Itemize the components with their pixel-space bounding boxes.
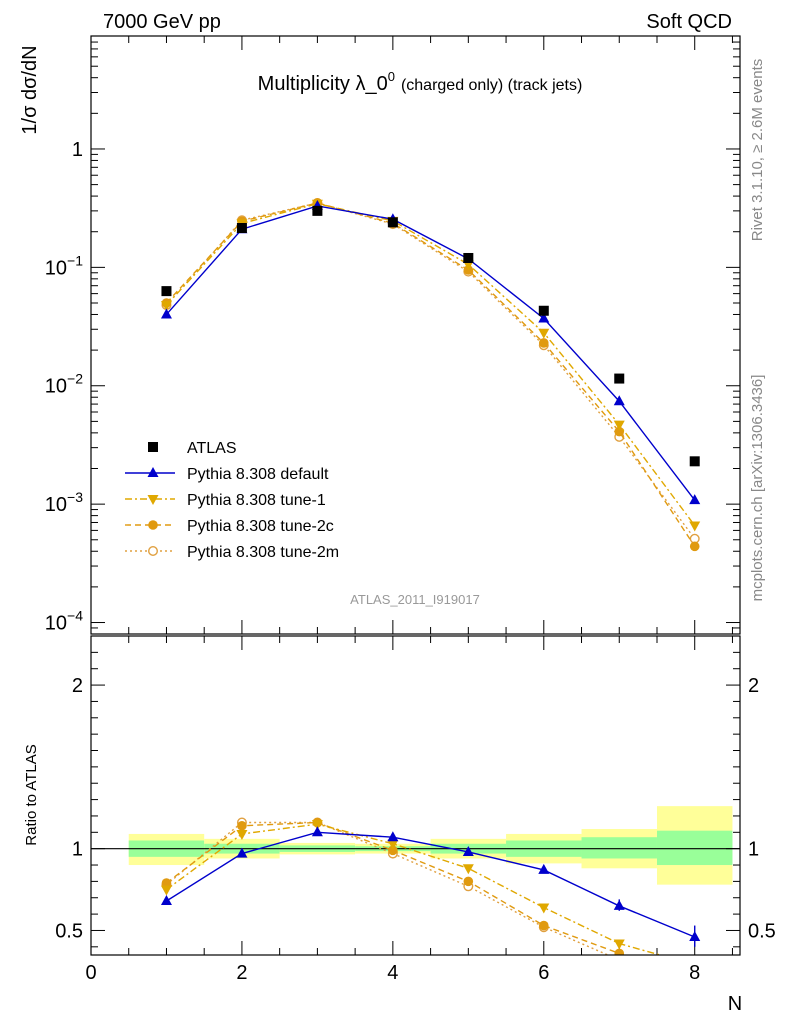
main-series-line bbox=[165, 202, 696, 526]
main-y-tick-label: 10−4 bbox=[45, 608, 83, 635]
ratio-y-tick-label-right: 2 bbox=[748, 675, 759, 697]
ratio-data-point bbox=[613, 939, 625, 950]
x-tick-label: 8 bbox=[689, 962, 700, 984]
ratio-data-point bbox=[388, 845, 398, 856]
ratio-data-point bbox=[237, 820, 247, 831]
x-tick-label: 6 bbox=[538, 962, 549, 984]
plot-title-superscript: 0 bbox=[388, 69, 395, 84]
ratio-uncertainty-bands bbox=[91, 806, 740, 885]
ratio-data-point bbox=[538, 863, 550, 874]
legend-marker bbox=[148, 520, 158, 530]
main-data-point bbox=[689, 541, 700, 552]
analysis-watermark: ATLAS_2011_I919017 bbox=[350, 592, 480, 607]
legend: ATLAS Pythia 8.308 default Pythia 8.308 tu… bbox=[125, 440, 339, 561]
main-data-point bbox=[463, 252, 474, 263]
legend-label: Pythia 8.308 default bbox=[187, 466, 329, 483]
ratio-panel-frame bbox=[90, 635, 741, 956]
main-data-point bbox=[236, 223, 247, 234]
main-data-point bbox=[613, 420, 625, 431]
ratio-band-green bbox=[656, 830, 733, 866]
ratio-data-point bbox=[538, 903, 550, 914]
main-y-tick-label: 10−2 bbox=[45, 371, 83, 398]
main-series-line bbox=[165, 205, 696, 501]
ratio-y-tick-label-left: 0.5 bbox=[55, 920, 83, 942]
main-y-tick-label: 10−3 bbox=[45, 489, 83, 516]
main-panel-series bbox=[160, 197, 701, 552]
ratio-series-line bbox=[166, 823, 663, 955]
ratio-y-tick-label-left: 1 bbox=[72, 839, 83, 861]
ratio-y-axis-label: Ratio to ATLAS bbox=[23, 744, 40, 845]
x-tick-label: 2 bbox=[236, 962, 247, 984]
main-data-point bbox=[614, 373, 625, 384]
main-data-point bbox=[387, 217, 398, 228]
plot-title-suffix: (charged only) (track jets) bbox=[401, 77, 582, 94]
legend-marker bbox=[147, 546, 158, 557]
ratio-data-point bbox=[538, 920, 549, 931]
main-data-point bbox=[538, 338, 549, 348]
rivet-version-label: Rivet 3.1.10, ≥ 2.6M events bbox=[749, 59, 766, 242]
main-y-tick-label: 10−1 bbox=[45, 252, 83, 279]
ratio-data-point bbox=[387, 831, 399, 842]
main-data-point bbox=[689, 456, 700, 467]
ratio-data-point bbox=[614, 948, 625, 955]
ratio-data-point bbox=[161, 878, 172, 888]
ratio-data-point bbox=[236, 847, 248, 858]
ratio-data-point bbox=[160, 885, 172, 896]
ratio-band-green bbox=[581, 837, 657, 859]
ratio-data-point bbox=[387, 839, 399, 850]
main-y-axis-label: 1/σ dσ/dN bbox=[19, 45, 41, 134]
legend-marker bbox=[148, 442, 158, 452]
main-data-point bbox=[312, 205, 323, 216]
ratio-panel-series bbox=[160, 817, 701, 955]
x-tick-label: 0 bbox=[85, 962, 96, 984]
main-y-tick-label: 1 bbox=[72, 139, 83, 161]
main-data-point bbox=[614, 426, 625, 437]
main-panel-ticks: 1 10−1 10−2 10−3 10−4 bbox=[45, 35, 740, 635]
ratio-series-line bbox=[166, 821, 626, 955]
main-data-point bbox=[160, 301, 172, 312]
ratio-data-point bbox=[311, 826, 323, 837]
mcplots-citation-label: mcplots.cern.ch [arXiv:1306.3436] bbox=[749, 375, 766, 602]
ratio-data-point bbox=[463, 876, 474, 887]
legend-label: Pythia 8.308 tune-2c bbox=[187, 518, 334, 535]
header-process-label: Soft QCD bbox=[646, 11, 732, 33]
main-series-line bbox=[165, 202, 696, 547]
main-data-point bbox=[538, 312, 550, 323]
legend-label: Pythia 8.308 tune-2m bbox=[187, 544, 339, 561]
main-panel-frame bbox=[90, 35, 741, 635]
main-data-point bbox=[160, 308, 172, 319]
legend-marker bbox=[147, 467, 159, 477]
ratio-y-tick-label-right: 0.5 bbox=[748, 920, 776, 942]
legend-label: Pythia 8.308 tune-1 bbox=[187, 492, 326, 509]
ratio-series-line bbox=[166, 831, 695, 938]
ratio-data-point bbox=[311, 820, 323, 831]
main-data-point bbox=[689, 494, 701, 505]
main-data-point bbox=[689, 521, 701, 532]
plot-title: Multiplicity λ_00 (charged only) (track j… bbox=[258, 69, 583, 95]
x-axis-label: N bbox=[728, 993, 742, 1015]
ratio-data-point bbox=[160, 895, 172, 906]
ratio-data-point bbox=[236, 829, 248, 840]
main-data-point bbox=[538, 305, 549, 316]
plot-title-main: Multiplicity λ_0 bbox=[258, 73, 388, 95]
ratio-y-tick-label-left: 2 bbox=[72, 675, 83, 697]
header-energy-label: 7000 GeV pp bbox=[103, 11, 221, 33]
ratio-y-tick-label-right: 1 bbox=[748, 839, 759, 861]
x-tick-label: 4 bbox=[387, 962, 398, 984]
legend-marker bbox=[147, 495, 159, 505]
legend-label: ATLAS bbox=[187, 440, 237, 457]
main-series-line bbox=[165, 202, 696, 540]
main-data-point bbox=[161, 286, 172, 297]
ratio-data-point bbox=[462, 864, 474, 875]
ratio-data-point bbox=[462, 845, 474, 856]
ratio-data-point bbox=[618, 954, 621, 955]
main-data-point bbox=[538, 328, 550, 339]
main-data-point bbox=[613, 395, 625, 406]
